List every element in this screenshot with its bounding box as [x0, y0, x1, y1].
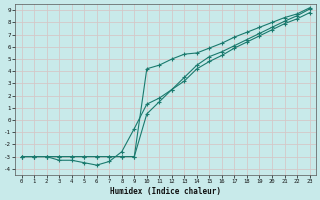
X-axis label: Humidex (Indice chaleur): Humidex (Indice chaleur): [110, 187, 221, 196]
